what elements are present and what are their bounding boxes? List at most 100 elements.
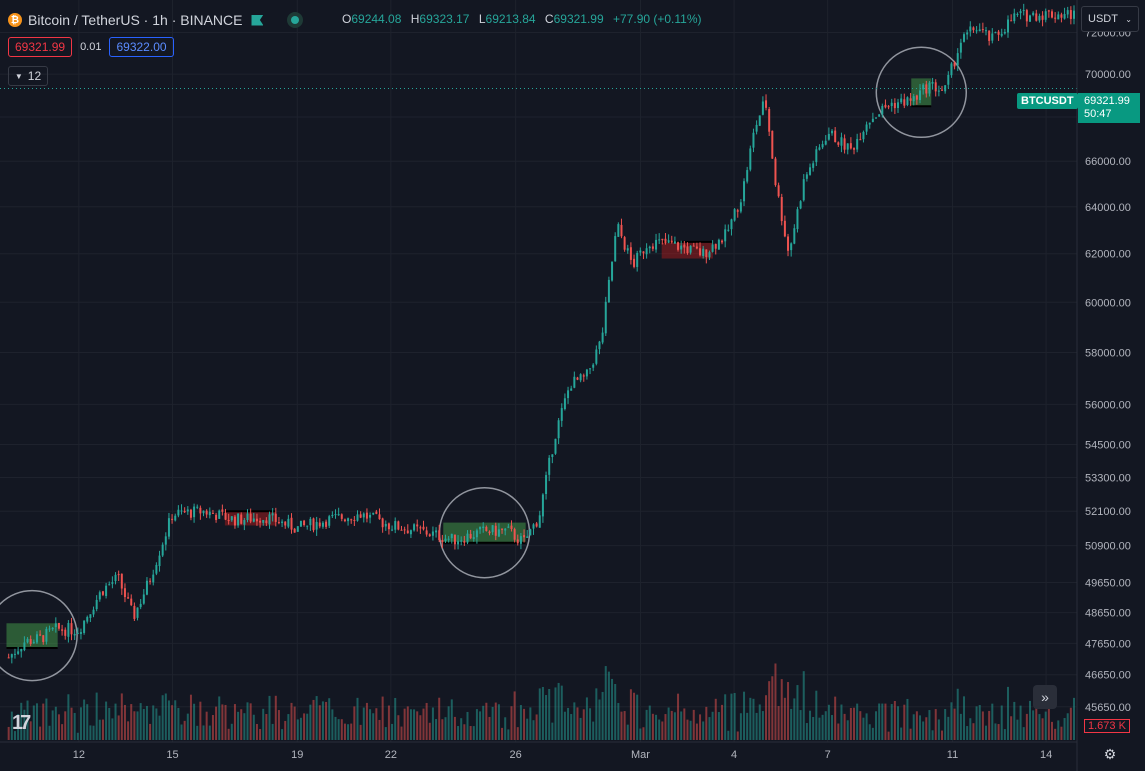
low-value: 69213.84 <box>485 12 536 26</box>
candle-body <box>64 629 67 636</box>
sell-button[interactable]: 69321.99 <box>8 37 73 57</box>
candle-body <box>180 510 183 512</box>
candle-body <box>177 509 180 516</box>
candle-body <box>633 258 636 267</box>
candle-body <box>686 246 689 254</box>
symbol-header[interactable]: ₿ Bitcoin / TetherUS · 1h · BINANCE <box>8 10 304 30</box>
price-tick-label: 62000.00 <box>1085 249 1131 261</box>
volume-bar <box>1032 710 1035 740</box>
volume-bar <box>1035 704 1038 740</box>
candle-body <box>1003 31 1006 34</box>
candle-body <box>906 97 909 105</box>
volume-bar <box>108 707 111 740</box>
candle-body <box>777 185 780 197</box>
candle-body <box>1013 13 1016 22</box>
market-status-icon[interactable] <box>287 12 304 28</box>
volume-bar <box>441 719 444 740</box>
candle-body <box>768 108 771 132</box>
volume-bar <box>318 705 321 740</box>
volume-bar <box>875 711 878 740</box>
volume-bar <box>699 714 702 740</box>
volume-bar <box>501 727 504 740</box>
candle-body <box>554 438 557 454</box>
change-value: +77.90 (+0.11%) <box>613 12 702 26</box>
candle-body <box>70 623 73 635</box>
candle-body <box>931 81 934 84</box>
candle-body <box>281 521 284 523</box>
candle-body <box>76 632 79 634</box>
highlight-circle <box>0 589 78 682</box>
volume-bar <box>1044 711 1047 740</box>
symbol-title[interactable]: Bitcoin / TetherUS · 1h · BINANCE <box>28 12 243 28</box>
volume-bar <box>340 719 343 740</box>
volume-bar <box>959 713 962 740</box>
candle-body <box>783 220 786 237</box>
volume-bar <box>372 713 375 740</box>
volume-bar <box>629 689 632 740</box>
volume-bar <box>796 685 799 740</box>
candle-body <box>856 138 859 150</box>
candle-body <box>114 574 117 582</box>
candle-body <box>394 521 397 530</box>
price-tick-label: 60000.00 <box>1085 297 1131 309</box>
candle-body <box>155 564 158 574</box>
candle-body <box>428 534 431 537</box>
volume-bar <box>620 711 623 740</box>
volume-bar <box>692 709 695 740</box>
candle-body <box>284 521 287 526</box>
volume-bar <box>17 714 20 740</box>
volume-bar <box>416 711 419 740</box>
volume-bar <box>425 702 428 740</box>
volume-bar <box>343 723 346 740</box>
candle-body <box>827 133 830 140</box>
candle-body <box>922 84 925 90</box>
volume-bar <box>86 704 89 740</box>
candle-body <box>117 574 120 576</box>
candle-body <box>501 528 504 530</box>
price-tick-label: 58000.00 <box>1085 347 1131 359</box>
candle-body <box>457 541 460 545</box>
candle-body <box>199 507 202 514</box>
candle-body <box>915 95 918 100</box>
candle-body <box>1038 15 1041 21</box>
candle-body <box>274 513 277 522</box>
settings-gear-icon[interactable]: ⚙ <box>1103 745 1117 762</box>
candle-body <box>83 620 86 633</box>
candle-body <box>1019 11 1022 14</box>
candle-body <box>1069 10 1072 19</box>
volume-bar <box>667 707 670 740</box>
candle-body <box>20 649 23 652</box>
candle-body <box>623 237 626 250</box>
volume-bar <box>105 701 108 740</box>
volume-bar <box>1038 714 1041 740</box>
candle-body <box>475 530 478 538</box>
candle-body <box>277 522 280 524</box>
candle-body <box>369 514 372 518</box>
candle-body <box>224 512 227 520</box>
scroll-to-realtime-button[interactable]: » <box>1033 685 1057 709</box>
candle-body <box>67 623 70 637</box>
candle-body <box>523 535 526 538</box>
candle-body <box>372 512 375 515</box>
candle-body <box>343 519 346 522</box>
candle-body <box>164 536 167 545</box>
candle-body <box>890 102 893 107</box>
candle-body <box>186 509 189 512</box>
candle-body <box>585 369 588 377</box>
volume-bar <box>705 706 708 740</box>
candle-body <box>139 603 142 608</box>
candle-body <box>953 62 956 67</box>
chevron-down-icon: ▼ <box>14 71 23 81</box>
flag-icon[interactable] <box>251 14 264 26</box>
volume-bar <box>724 694 727 740</box>
candle-body <box>174 515 177 521</box>
candle-body <box>821 144 824 148</box>
volume-bar <box>13 731 16 740</box>
candle-body <box>312 518 315 531</box>
candle-body <box>13 653 16 655</box>
buy-button[interactable]: 69322.00 <box>109 37 174 57</box>
currency-select[interactable]: USDT ⌄ <box>1081 6 1139 32</box>
indicators-toggle-button[interactable]: ▼ 12 <box>8 66 48 86</box>
candle-body <box>843 138 846 150</box>
